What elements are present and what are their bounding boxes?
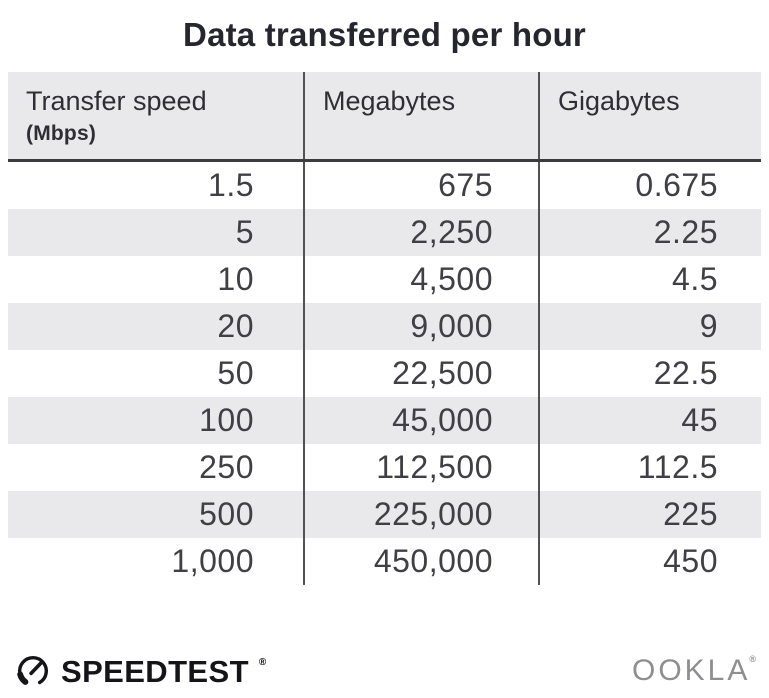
cell-megabytes: 4,500 <box>303 256 538 303</box>
header-gigabytes: Gigabytes <box>538 72 761 159</box>
gauge-icon <box>14 652 52 690</box>
header-megabytes: Megabytes <box>303 72 538 159</box>
cell-gigabytes: 9 <box>538 303 761 350</box>
cell-speed: 50 <box>217 355 254 391</box>
ookla-wordmark: OOKLA <box>631 654 751 687</box>
cell-megabytes: 2,250 <box>303 209 538 256</box>
cell-megabytes: 45,000 <box>303 397 538 444</box>
speedtest-wordmark: SPEEDTEST <box>61 653 249 689</box>
table-row: 1,000 450,000 450 <box>8 538 761 585</box>
speedtest-registered-mark: ® <box>258 656 267 668</box>
cell-speed: 1.5 <box>208 167 254 203</box>
cell-gigabytes: 0.675 <box>538 162 761 209</box>
cell-speed: 10 <box>217 261 254 297</box>
speedtest-logo: SPEEDTEST ® <box>14 652 267 690</box>
cell-speed: 500 <box>199 496 254 532</box>
table-body: 1.5 675 0.675 5 2,250 2.25 10 4,500 4.5 … <box>8 162 761 585</box>
table-header-row: Transfer speed (Mbps) Megabytes Gigabyte… <box>8 72 761 162</box>
table-row: 20 9,000 9 <box>8 303 761 350</box>
cell-speed: 5 <box>235 214 254 250</box>
table-row: 10 4,500 4.5 <box>8 256 761 303</box>
ookla-logo: OOKLA ® <box>631 654 757 687</box>
table-row: 1.5 675 0.675 <box>8 162 761 209</box>
cell-megabytes: 9,000 <box>303 303 538 350</box>
cell-gigabytes: 22.5 <box>538 350 761 397</box>
cell-speed: 100 <box>199 402 254 438</box>
cell-megabytes: 112,500 <box>303 444 538 491</box>
table-row: 100 45,000 45 <box>8 397 761 444</box>
cell-speed: 20 <box>217 308 254 344</box>
table-row: 50 22,500 22.5 <box>8 350 761 397</box>
header-transfer-speed-label: Transfer speed <box>26 86 207 116</box>
data-table: Transfer speed (Mbps) Megabytes Gigabyte… <box>8 72 761 585</box>
header-transfer-speed-unit: (Mbps) <box>26 122 97 146</box>
cell-gigabytes: 4.5 <box>538 256 761 303</box>
cell-speed: 1,000 <box>171 543 254 579</box>
cell-gigabytes: 225 <box>538 491 761 538</box>
table-row: 500 225,000 225 <box>8 491 761 538</box>
table-row: 250 112,500 112.5 <box>8 444 761 491</box>
cell-gigabytes: 112.5 <box>538 444 761 491</box>
table-row: 5 2,250 2.25 <box>8 209 761 256</box>
cell-megabytes: 450,000 <box>303 538 538 585</box>
cell-gigabytes: 450 <box>538 538 761 585</box>
cell-gigabytes: 45 <box>538 397 761 444</box>
cell-megabytes: 22,500 <box>303 350 538 397</box>
cell-speed: 250 <box>199 449 254 485</box>
header-transfer-speed: Transfer speed (Mbps) <box>8 72 303 159</box>
cell-megabytes: 675 <box>303 162 538 209</box>
cell-gigabytes: 2.25 <box>538 209 761 256</box>
page-title: Data transferred per hour <box>183 16 586 53</box>
cell-megabytes: 225,000 <box>303 491 538 538</box>
ookla-registered-mark: ® <box>749 654 756 664</box>
